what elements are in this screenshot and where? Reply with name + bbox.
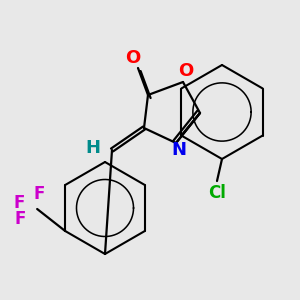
- Text: O: O: [178, 62, 194, 80]
- Text: H: H: [85, 139, 100, 157]
- Text: F: F: [34, 185, 45, 203]
- Text: F: F: [14, 194, 25, 212]
- Text: N: N: [172, 141, 187, 159]
- Text: Cl: Cl: [208, 184, 226, 202]
- Text: O: O: [125, 49, 141, 67]
- Text: F: F: [14, 210, 26, 228]
